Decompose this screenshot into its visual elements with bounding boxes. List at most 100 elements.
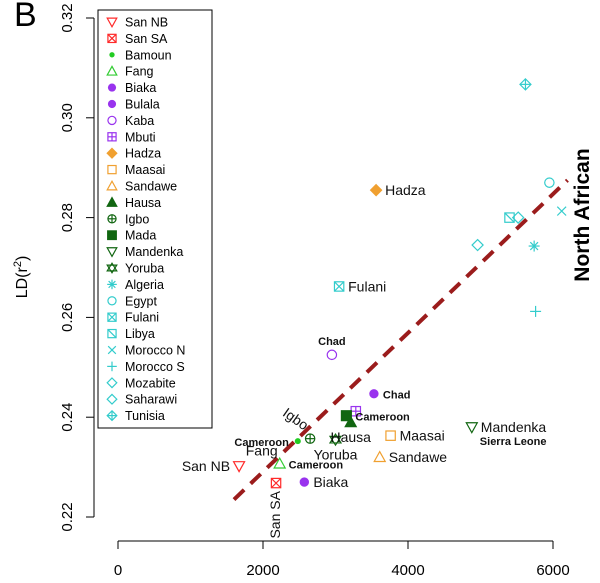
legend-marker [107,99,117,109]
legend-label: Hausa [125,196,161,210]
x-tick-label: 0 [114,562,122,579]
data-point [373,450,387,463]
point-label: Hausa [330,429,371,445]
trend-line-path [232,178,569,501]
data-point [385,430,396,441]
axes: 0 2000 4000 6000 0.22 0.24 0.26 0.28 0.30 0.32 [59,3,570,579]
data-point [465,422,479,434]
legend-label: Morocco S [125,360,185,374]
point-label: Chad [383,390,411,402]
data-point [369,183,383,197]
point-label: Cameroon [289,460,344,472]
legend-marker [107,279,117,290]
legend-label: Igbo [125,212,149,226]
legend-marker [106,409,118,422]
legend-label: Tunisia [125,409,165,423]
data-point [544,177,555,188]
legend-label: Fang [125,65,154,79]
legend-label: Morocco N [125,344,185,358]
point-label: Yoruba [314,447,358,463]
data-point [270,477,282,489]
legend-marker [106,179,118,191]
point-label: San NB [182,458,230,474]
data-point [299,477,310,487]
legend-marker [107,230,117,241]
x-tick-label: 2000 [246,562,279,579]
data-point [344,415,358,428]
legend-marker [106,377,118,389]
y-axis-label: LD(r2) [12,256,31,299]
y-tick-label: 0.28 [59,203,76,232]
legend-marker [107,312,117,322]
point-label: Hadza [385,182,426,198]
legend-marker [107,132,117,142]
data-point [530,305,542,317]
legend-label: Kaba [125,114,154,128]
point-label: Cameroon [355,412,410,424]
legend-label: Maasai [125,163,165,177]
legend-marker [107,83,117,92]
data-point [556,206,567,216]
legend-marker [106,196,118,207]
legend-label: Hadza [125,147,161,161]
data-points [232,78,567,489]
data-point [294,438,301,445]
legend-label: Egypt [125,294,157,308]
legend-label: Libya [125,327,155,341]
legend-marker [106,17,118,29]
legend-marker [107,33,117,44]
legend-marker [107,296,117,306]
legend-label: Bulala [125,98,160,112]
legend-marker [107,345,117,355]
legend-marker [106,147,118,159]
legend-marker [109,52,115,58]
legend-label: Bamoun [125,48,172,62]
data-point [328,433,343,447]
legend-label: Algeria [125,278,164,292]
y-tick-label: 0.24 [59,403,76,432]
region-label: North African [571,148,594,281]
data-point [304,433,316,444]
legend-label: Yoruba [125,262,164,276]
point-label: San SA [267,490,283,538]
data-point [369,389,379,399]
legend-label: Mandenka [125,245,183,259]
legend-label: Saharawi [125,393,177,407]
y-tick-label: 0.26 [59,303,76,332]
legend-label: San NB [125,16,168,30]
legend-marker [106,247,118,258]
legend-marker [107,361,117,372]
legend-marker [107,328,117,339]
data-point [519,78,532,91]
data-point [511,211,525,224]
legend-label: San SA [125,32,168,46]
legend-label: Biaka [125,81,156,95]
data-point [471,238,484,252]
y-tick-label: 0.32 [59,3,76,32]
legend-marker [106,262,118,274]
data-point [232,461,246,473]
legend-label: Fulani [125,311,159,325]
x-tick-label: 4000 [391,562,424,579]
legend-label: Mbuti [125,130,156,144]
legend-label: Mada [125,229,156,243]
legend-marker [107,115,117,126]
legend-box [97,9,213,429]
data-point [340,410,352,422]
data-point [504,212,515,223]
data-point [273,456,287,469]
legend-label: Mozabite [125,376,176,390]
y-tick-label: 0.22 [59,502,76,531]
legend: San NB San SA Bamoun Fang Biaka Bulala Kaba Mbu… [97,9,213,429]
panel-label: B [14,0,37,34]
point-label: Sierra Leone [480,436,547,448]
legend-marker [107,164,117,175]
point-label: Biaka [313,474,348,490]
point-label: Mandenka [481,419,547,435]
point-label: Sandawe [389,449,448,465]
legend-marker [106,393,118,405]
x-tick-label: 6000 [536,562,569,579]
data-point [333,281,345,292]
